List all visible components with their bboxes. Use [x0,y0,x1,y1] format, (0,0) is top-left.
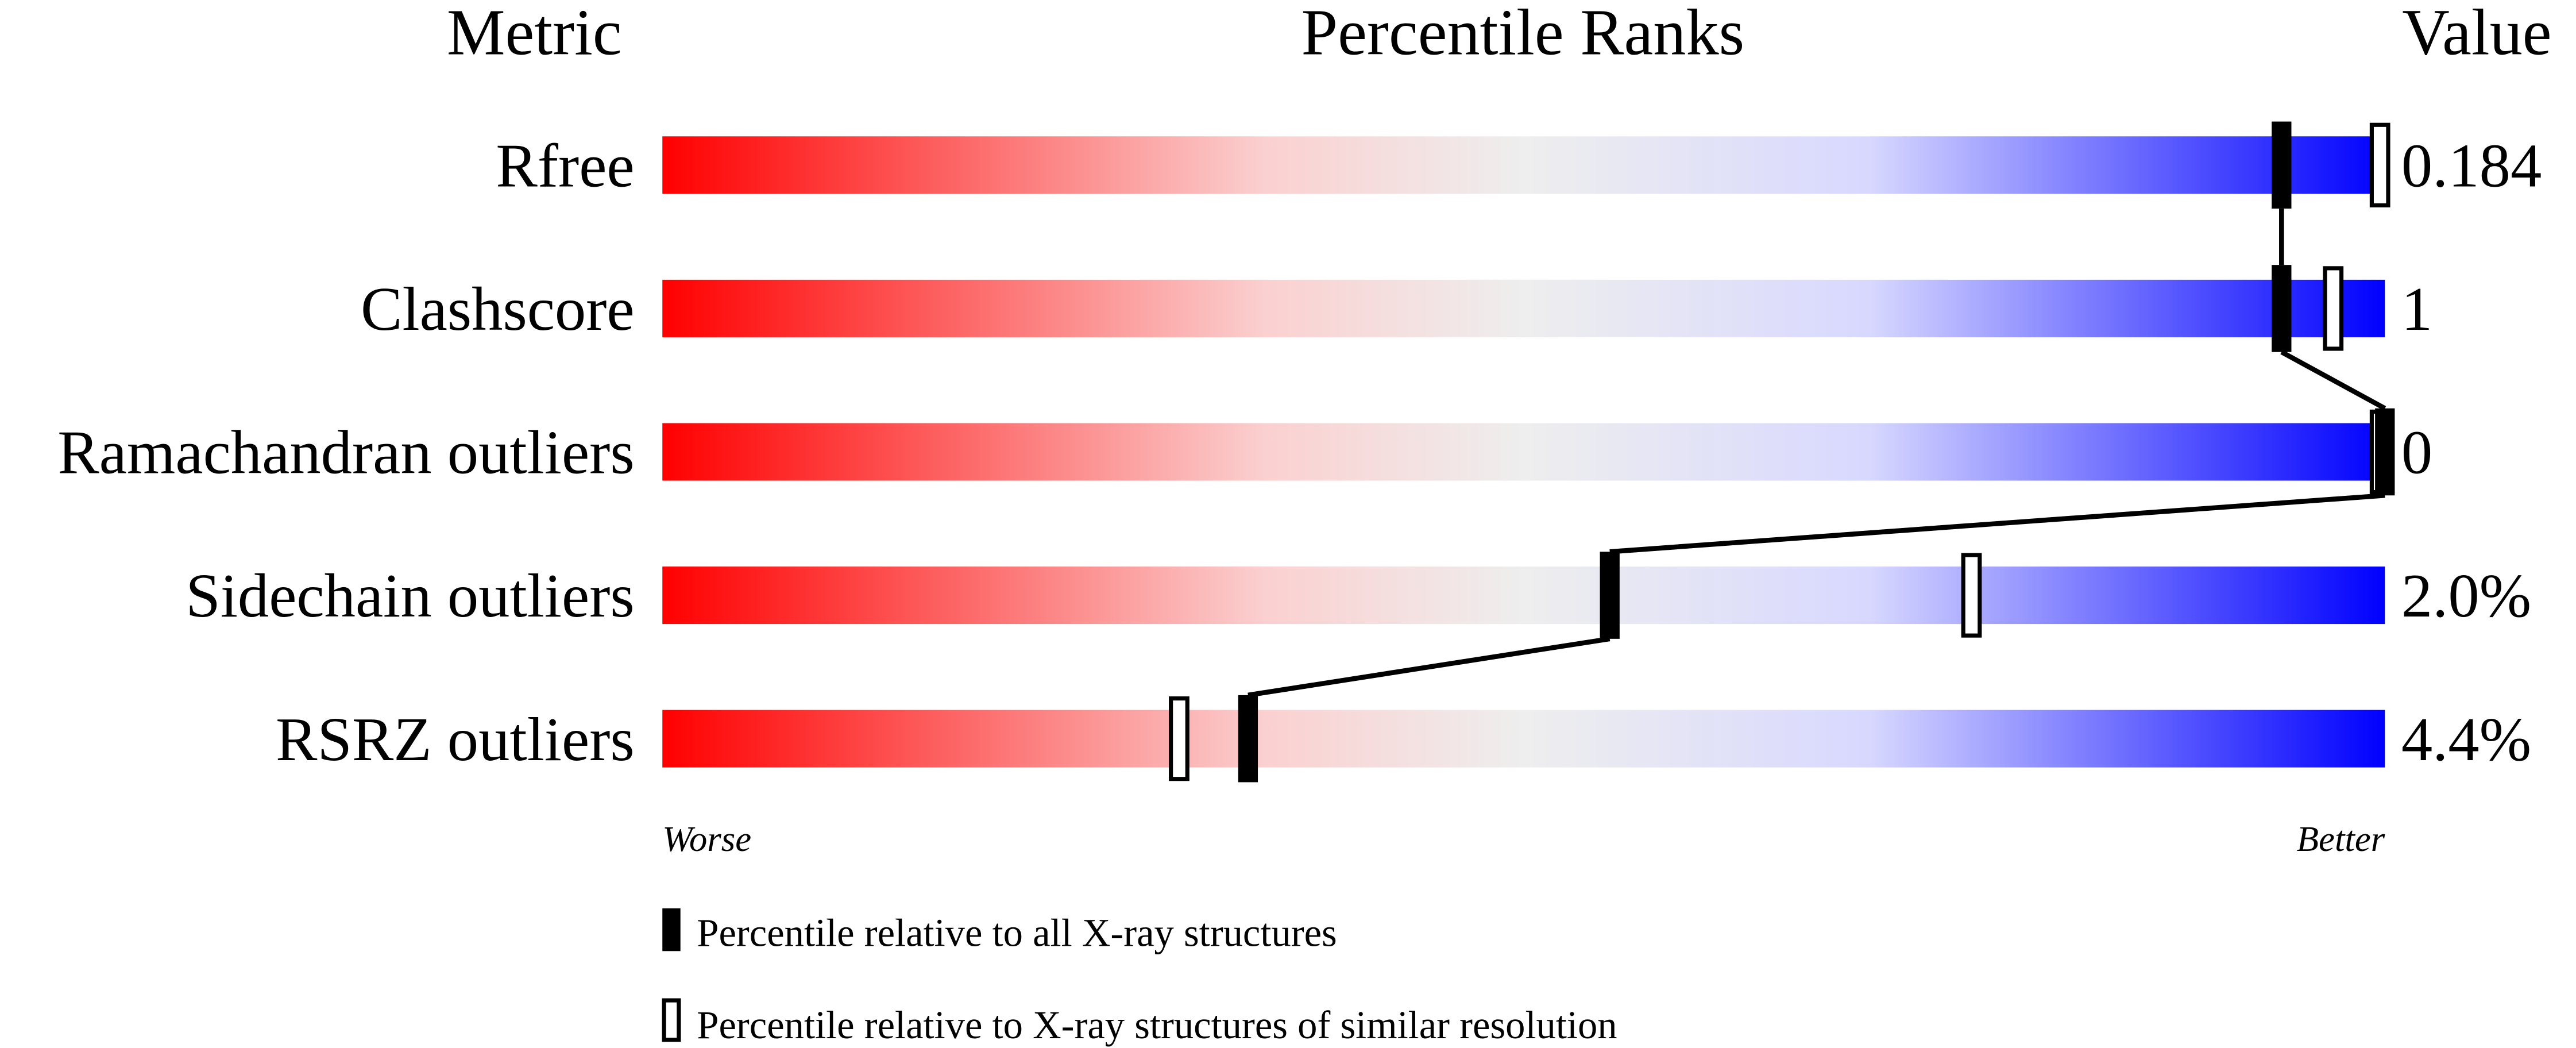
connector-line [1609,492,2385,554]
header-metric: Metric [447,0,622,68]
header-percentile-ranks: Percentile Ranks [1301,0,1745,68]
metric-label: RSRZ outliers [276,705,635,774]
header-value: Value [2402,0,2551,68]
row-sidechain-outliers: Sidechain outliers 2.0% [186,552,2531,639]
all-structures-marker [1238,695,1258,783]
row-rfree: Rfree 0.184 [496,121,2542,209]
value-label: 2.0% [2401,561,2531,630]
all-structures-marker [2272,265,2292,352]
metric-label: Ramachandran outliers [57,418,634,487]
similar-resolution-marker [2323,266,2344,351]
percentile-bar [662,423,2385,481]
row-ramachandran-outliers: Ramachandran outliers 0 [57,408,2432,496]
connector-line [1248,636,1611,698]
legend-open-marker [662,998,681,1042]
legend-all-label: Percentile relative to all X-ray structu… [697,911,1337,955]
all-structures-marker [2272,121,2292,209]
legend-similar-label: Percentile relative to X-ray structures … [697,1003,1617,1047]
similar-resolution-marker [1961,553,1982,638]
worse-label: Worse [662,819,751,859]
similar-resolution-marker [1169,696,1189,781]
row-clashscore: Clashscore 1 [361,265,2432,352]
similar-resolution-marker [2369,122,2390,207]
better-label: Better [2297,819,2385,859]
value-label: 1 [2401,275,2432,344]
value-label: 4.4% [2401,705,2531,774]
all-structures-marker [1600,552,1620,639]
value-label: 0 [2401,418,2432,487]
metric-label: Clashscore [361,275,635,344]
all-structures-marker [2375,408,2395,496]
metric-label: Sidechain outliers [186,561,634,630]
connector-line [2280,349,2386,411]
value-label: 0.184 [2401,131,2542,200]
row-rsrz-outliers: RSRZ outliers 4.4% [276,695,2531,783]
metric-label: Rfree [496,131,634,200]
percentile-bar [662,136,2385,194]
legend-filled-marker [662,908,681,951]
percentile-bar [662,710,2385,768]
percentile-bar [662,279,2385,337]
percentile-bar [662,567,2385,625]
